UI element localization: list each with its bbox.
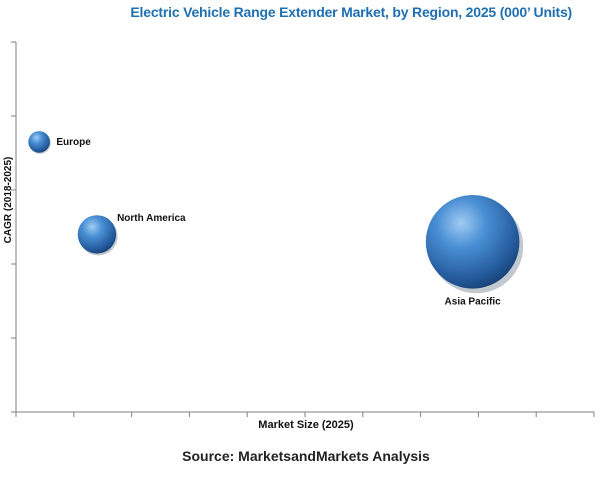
chart-axes: [11, 41, 595, 417]
bubble-label-europe: Europe: [56, 137, 91, 148]
bubble-asia-pacific: [425, 195, 520, 289]
bubble-labels: Europe North America Asia Pacific: [56, 137, 501, 307]
bubble-label-asia-pacific: Asia Pacific: [445, 296, 502, 307]
chart-title: Electric Vehicle Range Extender Market, …: [130, 4, 572, 20]
bubble-europe: [28, 131, 50, 153]
x-axis-label: Market Size (2025): [258, 419, 354, 431]
bubble-layer: [28, 131, 524, 294]
y-axis-label: CAGR (2018-2025): [3, 157, 14, 244]
bubble-label-north-america: North America: [117, 213, 186, 224]
source-note: Source: MarketsandMarkets Analysis: [182, 448, 430, 464]
bubble-chart: Europe North America Asia Pacific Market S…: [3, 41, 595, 431]
bubble-north-america: [77, 215, 117, 254]
